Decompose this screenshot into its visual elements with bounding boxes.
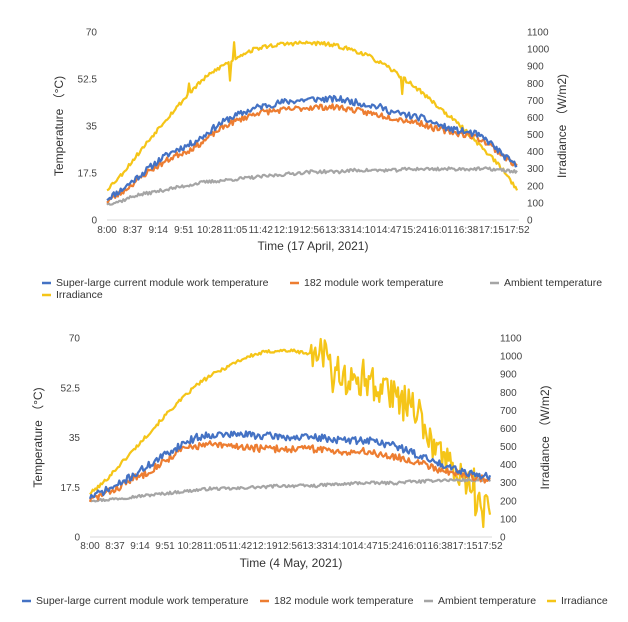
legend-label: Ambient temperature: [438, 595, 536, 607]
x-tick-label: 16:38: [427, 541, 452, 552]
legend-label: Super-large current module work temperat…: [56, 277, 269, 289]
series-line-182-module-work-temperature: [88, 440, 491, 503]
left-tick-label: 17.5: [78, 169, 98, 180]
right-tick-label: 1000: [500, 352, 523, 363]
x-tick-label: 13:33: [302, 541, 327, 552]
right-tick-label: 500: [500, 442, 517, 453]
right-tick-label: 600: [527, 113, 544, 124]
right-tick-label: 400: [527, 147, 544, 158]
right-tick-label: 200: [527, 181, 544, 192]
legend-label: 182 module work temperature: [304, 277, 444, 289]
x-axis-title: Time (4 May, 2021): [240, 556, 343, 570]
legend-label: Super-large current module work temperat…: [36, 595, 249, 607]
left-tick-label: 52.5: [78, 75, 98, 86]
right-tick-label: 1000: [527, 45, 550, 56]
series-line-super-large-current-module-work-temperature: [106, 94, 518, 202]
x-tick-label: 10:28: [177, 541, 202, 552]
x-tick-label: 11:42: [249, 225, 274, 236]
series-line-ambient-temperature: [106, 166, 518, 206]
left-tick-label: 70: [86, 28, 98, 39]
x-tick-label: 14:47: [352, 541, 377, 552]
x-tick-label: 12:19: [274, 225, 299, 236]
right-tick-label: 200: [500, 496, 517, 507]
x-tick-label: 9:14: [130, 541, 150, 552]
right-tick-label: 1100: [527, 28, 549, 39]
x-tick-label: 8:37: [105, 541, 125, 552]
right-tick-label: 800: [527, 79, 544, 90]
left-y-axis-title: Temperature （°C): [52, 76, 66, 176]
x-tick-label: 9:51: [155, 541, 175, 552]
series-line-ambient-temperature: [89, 477, 491, 503]
x-tick-label: 13:33: [325, 225, 350, 236]
legend-label: Ambient temperature: [504, 277, 602, 289]
right-tick-label: 100: [500, 514, 517, 525]
right-tick-label: 300: [500, 478, 517, 489]
x-tick-label: 17:15: [452, 541, 477, 552]
x-tick-label: 14:10: [351, 225, 376, 236]
chart-bottom-4-may: 017.53552.570010020030040050060070080090…: [22, 334, 608, 607]
left-tick-label: 17.5: [61, 483, 81, 494]
x-tick-label: 12:19: [252, 541, 277, 552]
x-tick-label: 15:24: [377, 541, 402, 552]
left-tick-label: 0: [74, 533, 80, 544]
left-tick-label: 35: [69, 433, 81, 444]
x-tick-label: 10:28: [197, 225, 222, 236]
x-tick-label: 8:00: [97, 225, 117, 236]
right-tick-label: 800: [500, 388, 517, 399]
right-tick-label: 1100: [500, 334, 522, 345]
series-line-irradiance: [89, 337, 492, 529]
x-tick-label: 8:00: [80, 541, 100, 552]
left-tick-label: 70: [69, 334, 81, 345]
right-tick-label: 100: [527, 198, 544, 209]
x-tick-label: 14:10: [327, 541, 352, 552]
right-y-axis-title: Irradiance （W/m2): [555, 74, 569, 178]
x-tick-label: 11:05: [223, 225, 248, 236]
right-tick-label: 600: [500, 424, 517, 435]
x-tick-label: 9:14: [149, 225, 169, 236]
x-tick-label: 8:37: [123, 225, 143, 236]
right-tick-label: 0: [500, 533, 506, 544]
x-tick-label: 9:51: [174, 225, 194, 236]
right-y-axis-title: Irradiance （W/m2): [538, 385, 552, 489]
x-tick-label: 17:15: [479, 225, 504, 236]
right-tick-label: 900: [527, 62, 544, 73]
x-tick-label: 15:24: [402, 225, 427, 236]
left-tick-label: 35: [86, 122, 98, 133]
right-tick-label: 700: [500, 406, 517, 417]
x-tick-label: 17:52: [504, 225, 529, 236]
legend-label: 182 module work temperature: [274, 595, 414, 607]
right-tick-label: 500: [527, 130, 544, 141]
right-tick-label: 300: [527, 164, 544, 175]
right-tick-label: 400: [500, 460, 517, 471]
x-axis-title: Time (17 April, 2021): [258, 239, 369, 253]
x-tick-label: 17:52: [477, 541, 502, 552]
x-tick-label: 16:38: [453, 225, 478, 236]
x-tick-label: 11:42: [228, 541, 253, 552]
x-tick-label: 16:01: [402, 541, 427, 552]
x-tick-label: 14:47: [376, 225, 401, 236]
x-tick-label: 11:05: [203, 541, 228, 552]
left-tick-label: 52.5: [61, 383, 81, 394]
series-line-super-large-current-module-work-temperature: [88, 430, 492, 500]
series-line-irradiance: [106, 40, 519, 192]
left-tick-label: 0: [91, 216, 97, 227]
right-tick-label: 0: [527, 216, 533, 227]
legend-label: Irradiance: [561, 595, 608, 607]
right-tick-label: 700: [527, 96, 544, 107]
x-tick-label: 12:56: [299, 225, 324, 236]
left-y-axis-title: Temperature （°C): [31, 387, 45, 487]
chart-top-17-april: 017.53552.570010020030040050060070080090…: [42, 28, 602, 301]
x-tick-label: 16:01: [428, 225, 453, 236]
right-tick-label: 900: [500, 370, 517, 381]
x-tick-label: 12:56: [277, 541, 302, 552]
legend-label: Irradiance: [56, 289, 103, 301]
